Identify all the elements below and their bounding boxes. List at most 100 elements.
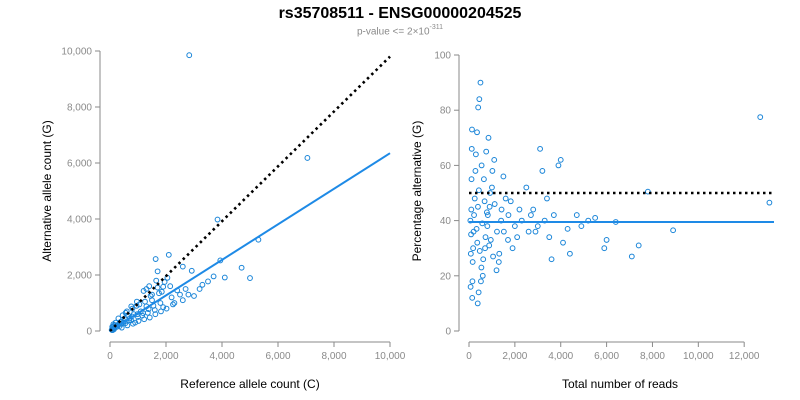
right-x-tick-label: 0 bbox=[466, 351, 472, 362]
left-x-axis-label: Reference allele count (C) bbox=[180, 377, 319, 391]
right-data-point bbox=[468, 206, 475, 213]
right-y-tick-label: 60 bbox=[440, 161, 452, 172]
left-scatter-panel: Reference allele count (C) Alternative a… bbox=[40, 47, 406, 392]
right-data-point bbox=[546, 234, 553, 241]
right-data-point bbox=[766, 199, 773, 206]
right-data-point bbox=[509, 245, 516, 252]
left-data-point bbox=[171, 300, 178, 306]
right-data-point bbox=[544, 195, 550, 202]
left-x-tick-label: 2,000 bbox=[153, 351, 178, 362]
right-data-point bbox=[475, 289, 482, 296]
right-data-point bbox=[489, 168, 496, 174]
left-data-point bbox=[186, 52, 193, 59]
left-data-point bbox=[154, 268, 161, 275]
right-data-point bbox=[468, 176, 475, 183]
right-data-point bbox=[516, 206, 523, 213]
left-data-point bbox=[154, 284, 161, 291]
left-x-tick-label: 4,000 bbox=[209, 351, 234, 362]
right-data-point bbox=[479, 272, 486, 279]
right-data-point bbox=[555, 162, 562, 169]
right-data-point bbox=[537, 145, 543, 152]
right-data-point bbox=[468, 145, 475, 152]
left-data-point bbox=[188, 267, 195, 274]
right-data-point bbox=[548, 256, 555, 263]
right-data-point bbox=[573, 212, 580, 218]
left-data-point bbox=[149, 291, 155, 298]
right-data-point bbox=[601, 245, 608, 252]
left-data-point bbox=[147, 293, 154, 299]
right-data-point bbox=[486, 242, 493, 249]
right-x-tick-label: 8,000 bbox=[640, 351, 665, 362]
left-reference-line bbox=[109, 55, 391, 332]
right-y-axis-label: Percentage alternative (G) bbox=[410, 121, 424, 262]
right-data-point bbox=[486, 203, 493, 210]
right-data-point bbox=[469, 126, 475, 133]
right-data-point bbox=[478, 162, 485, 169]
right-data-point bbox=[472, 168, 479, 174]
left-y-tick-label: 8,000 bbox=[67, 103, 92, 114]
figure-subtitle: p-value <= 2×10-311 bbox=[0, 24, 800, 38]
left-data-point bbox=[152, 256, 159, 262]
right-data-point bbox=[475, 187, 482, 194]
left-data-point bbox=[165, 251, 172, 258]
right-data-point bbox=[490, 253, 496, 260]
right-data-point bbox=[491, 201, 498, 207]
left-data-point bbox=[221, 274, 228, 281]
right-data-point bbox=[534, 223, 541, 230]
right-data-point bbox=[481, 198, 488, 205]
left-x-tick-label: 8,000 bbox=[321, 351, 346, 362]
right-data-point bbox=[550, 212, 557, 218]
right-data-point bbox=[495, 259, 502, 265]
right-data-point bbox=[560, 239, 566, 246]
subtitle-times: × bbox=[412, 26, 419, 38]
right-data-point bbox=[530, 206, 537, 213]
left-data-point bbox=[191, 293, 197, 299]
right-data-point bbox=[541, 217, 548, 224]
right-data-point bbox=[477, 79, 484, 86]
right-data-point bbox=[496, 250, 503, 257]
right-data-point bbox=[478, 278, 484, 285]
right-x-tick-label: 12,000 bbox=[729, 351, 760, 362]
left-data-point bbox=[141, 316, 148, 323]
right-y-tick-label: 20 bbox=[440, 271, 452, 282]
right-data-point bbox=[481, 176, 487, 183]
left-data-point bbox=[238, 264, 245, 271]
right-data-point bbox=[532, 228, 539, 235]
subtitle-prefix: p-value <= 2 bbox=[356, 26, 413, 38]
right-data-point bbox=[475, 104, 482, 111]
right-x-tick-label: 2,000 bbox=[502, 351, 527, 362]
left-data-point bbox=[179, 297, 186, 304]
right-data-point bbox=[498, 217, 505, 224]
right-data-point bbox=[505, 237, 511, 243]
right-scatter-panel: Total number of reads Percentage alterna… bbox=[410, 51, 774, 391]
right-data-point bbox=[483, 209, 490, 216]
left-data-point bbox=[130, 320, 136, 327]
right-data-point bbox=[528, 212, 534, 218]
right-data-point bbox=[644, 188, 651, 195]
right-data-point bbox=[480, 256, 487, 263]
right-data-point bbox=[500, 228, 507, 235]
right-data-point bbox=[475, 203, 481, 210]
right-data-point bbox=[472, 151, 479, 158]
right-data-point bbox=[489, 184, 495, 191]
right-data-point bbox=[474, 300, 481, 307]
left-data-point bbox=[205, 278, 211, 285]
right-data-point bbox=[473, 225, 480, 232]
right-data-point bbox=[469, 278, 476, 285]
left-data-point bbox=[199, 281, 206, 288]
right-data-point bbox=[507, 198, 514, 205]
left-data-point bbox=[124, 322, 131, 329]
right-data-point bbox=[502, 195, 509, 202]
right-data-point bbox=[467, 283, 474, 290]
right-data-point bbox=[467, 250, 474, 257]
left-data-point bbox=[167, 283, 174, 290]
right-data-point bbox=[468, 231, 474, 238]
right-data-point bbox=[603, 237, 610, 243]
left-data-point bbox=[160, 283, 167, 290]
left-y-tick-label: 2,000 bbox=[67, 271, 92, 282]
left-data-point bbox=[304, 155, 311, 161]
right-data-point bbox=[482, 234, 489, 241]
left-data-point bbox=[185, 291, 192, 298]
right-data-point bbox=[471, 212, 477, 218]
